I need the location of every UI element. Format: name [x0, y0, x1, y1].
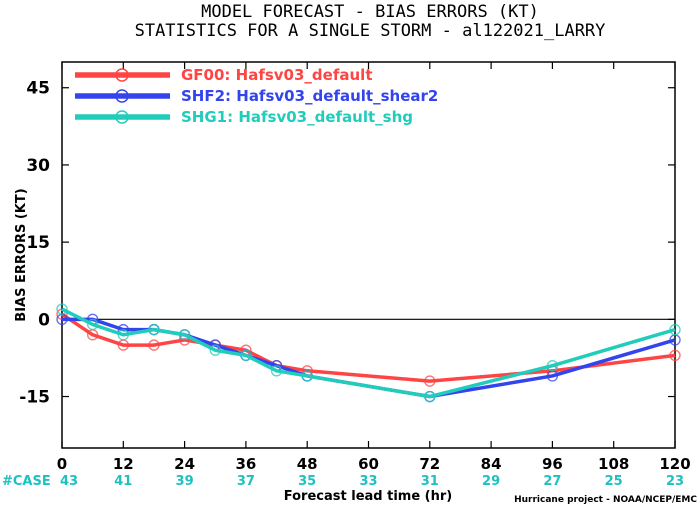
case-count: 27	[543, 474, 561, 489]
data-point	[669, 349, 681, 362]
series-1	[56, 308, 681, 387]
legend-entry: SHG1: Hafsv03_default_shg	[181, 108, 413, 126]
legend-entry: SHF2: Hafsv03_default_shear2	[181, 87, 438, 105]
x-tick-label: 60	[358, 455, 379, 473]
y-tick-label: -15	[19, 388, 50, 408]
x-tick-label: 96	[542, 455, 563, 473]
case-label: #CASE	[2, 474, 51, 489]
data-point	[424, 390, 436, 403]
series-line	[61, 307, 676, 399]
y-tick-label: 30	[26, 156, 50, 176]
legend: GF00: Hafsv03_default SHF2: Hafsv03_defau…	[75, 66, 438, 126]
data-point	[178, 329, 191, 341]
case-count: 33	[359, 474, 377, 489]
case-count: 39	[176, 474, 194, 489]
data-point	[148, 339, 160, 351]
series-layer	[56, 303, 681, 403]
y-axis-label: BIAS ERRORS (KT)	[14, 188, 29, 321]
x-tick-label: 24	[174, 455, 195, 473]
data-point	[424, 375, 436, 387]
case-count: 29	[482, 474, 500, 489]
case-count: 23	[666, 474, 684, 489]
chart-subtitle: STATISTICS FOR A SINGLE STORM - al122021…	[135, 21, 606, 41]
case-count: 25	[605, 474, 623, 489]
data-point	[86, 318, 99, 331]
legend-entry: GF00: Hafsv03_default	[181, 66, 372, 84]
y-tick-label: 0	[38, 310, 50, 330]
data-point	[669, 323, 681, 336]
data-point	[240, 349, 252, 362]
x-tick-label: 12	[113, 455, 134, 473]
x-tick-label: 48	[297, 455, 318, 473]
x-tick-label: 72	[419, 455, 440, 473]
x-axis-label: Forecast lead time (hr)	[284, 489, 452, 504]
series-2	[56, 313, 681, 403]
case-count: 31	[421, 474, 439, 489]
data-point	[117, 329, 130, 341]
case-count: 35	[298, 474, 316, 489]
x-tick-label: 36	[235, 455, 256, 473]
x-tick-label: 0	[57, 455, 67, 473]
legend-marker	[115, 110, 129, 124]
data-point	[270, 365, 283, 377]
data-point	[301, 370, 313, 382]
legend-marker	[115, 68, 129, 82]
case-count: 41	[114, 474, 132, 489]
y-tick-label: 15	[26, 233, 50, 253]
data-point	[56, 303, 68, 315]
case-count: 37	[237, 474, 255, 489]
case-count: 43	[60, 474, 78, 489]
series-3	[56, 303, 681, 403]
credit-text: Hurricane project - NOAA/NCEP/EMC	[514, 495, 697, 505]
data-point	[209, 344, 221, 356]
x-axis-ticks: 0 12 24 36 48 60 72 84 96 108 120	[57, 62, 691, 473]
y-tick-label: 45	[26, 79, 50, 99]
x-tick-label: 84	[481, 455, 502, 473]
x-tick-label: 120	[659, 455, 690, 473]
chart-title: MODEL FORECAST - BIAS ERRORS (KT)	[201, 2, 539, 22]
legend-marker	[115, 89, 129, 103]
x-tick-label: 108	[598, 455, 629, 473]
data-point	[546, 359, 559, 372]
case-counts: 43 41 39 37 35 33 31 29 27 25 23	[60, 474, 684, 489]
data-point	[148, 323, 160, 336]
